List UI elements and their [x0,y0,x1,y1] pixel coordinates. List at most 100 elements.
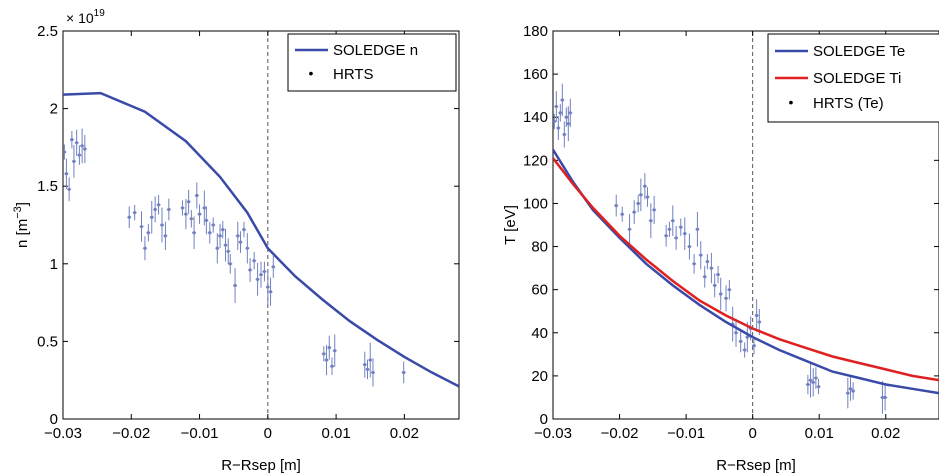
temperature-hrts-points [553,83,888,414]
density-data-point [156,195,161,215]
density-data-point [63,144,67,160]
temperature-data-point [808,362,813,398]
temperature-data-point [734,318,739,347]
density-data-point [218,223,223,248]
temperature-data-point [702,265,707,288]
density-data-point [180,200,185,216]
temperature-data-point [845,377,850,409]
density-data-point [226,238,231,265]
density-data-point [215,233,220,264]
temperature-data-point [558,104,563,122]
density-y-tick-label: 2.5 [37,23,58,40]
density-data-point [163,221,168,250]
temperature-data-point [554,91,559,122]
temperature-data-point [751,337,756,355]
temperature-data-point [692,254,697,274]
density-legend-box [287,33,457,92]
temperature-data-point [614,194,619,217]
density-data-point [82,134,87,164]
temperature-y-tick-label: 180 [523,23,548,40]
density-data-point [255,263,260,296]
temperature-data-point [568,98,573,128]
temperature-data-point [709,252,714,284]
density-data-point [248,258,253,282]
density-data-point [332,334,337,368]
density-data-point [370,358,375,387]
density-data-point [189,210,194,228]
temperature-data-point [813,367,818,389]
temperature-data-point [851,382,856,400]
density-x-tick-label: 0.02 [390,425,419,442]
temperature-data-point [712,273,717,298]
density-y-tick-label: 1.5 [37,178,58,195]
density-data-point [74,129,79,156]
temperature-data-point [742,342,747,358]
density-data-point [197,204,202,224]
density-data-point [330,357,335,375]
temperature-data-point [705,254,710,270]
temperature-x-ticks: −0.03 −0.02 −0.01 0 0.01 0.02 [534,31,900,442]
density-data-point [233,268,238,303]
temperature-data-point [811,368,816,397]
temperature-chart: −0.03 −0.02 −0.01 0 0.01 0.02 0 20 40 60 80 100 120… [502,23,939,474]
density-data-point [149,200,154,234]
density-data-point [194,182,199,209]
temperature-data-point [627,214,632,245]
density-y-tick-label: 2 [50,101,58,118]
density-data-point [211,217,216,233]
density-x-tick-label: 0.01 [322,425,351,442]
density-data-point [192,216,197,250]
density-data-point [64,158,69,189]
temperature-data-point [738,330,743,353]
temperature-y-tick-label: 40 [531,325,548,342]
temperature-y-tick-label: 160 [523,66,548,83]
temperature-data-point [754,299,759,332]
density-data-point [252,252,257,270]
temperature-legend-ti-label: SOLEDGE Ti [813,70,901,87]
temperature-data-point [716,265,721,284]
temperature-data-point [667,221,672,237]
density-y-tick-label: 0 [50,411,58,428]
density-data-point [368,342,373,378]
density-data-point [220,220,225,239]
density-data-point [207,221,212,244]
density-y-axis-label: n [m−3] [12,202,31,248]
temperature-data-point [695,211,700,247]
density-data-point [362,351,367,378]
density-legend-soledge-label: SOLEDGE n [333,42,418,59]
density-data-point [202,190,207,226]
temperature-y-ticks: 0 20 40 60 80 100 120 140 160 180 [523,23,939,428]
temperature-series-line-0 [553,148,939,395]
density-y-tick-label: 1 [50,256,58,273]
density-data-point [71,145,76,178]
density-data-point [262,261,267,282]
density-data-point [321,346,326,362]
density-legend-hrts-label: HRTS [333,66,374,83]
density-data-point [183,198,188,230]
density-data-point [69,130,74,149]
density-legend-hrts-swatch: • [309,65,314,81]
temperature-data-point [638,178,643,212]
density-data-point [235,221,240,250]
density-data-point [245,233,250,264]
temperature-data-point [562,121,567,148]
density-data-point [132,204,137,221]
temperature-series-line-1 [553,157,939,382]
density-x-axis-label: R−Rsep [m] [221,457,301,474]
temperature-data-point [645,187,650,207]
temperature-data-point [724,285,729,312]
density-data-point [228,254,233,274]
temperature-data-point [636,194,641,213]
temperature-data-point [718,277,723,311]
temperature-x-tick-label: −0.03 [534,425,572,442]
temperature-data-point [556,116,561,140]
density-data-point [127,206,132,229]
density-x-tick-label: −0.01 [181,425,219,442]
density-data-point [139,211,144,242]
temperature-data-point [642,173,647,200]
density-x-ticks: −0.03 −0.02 −0.01 0 0.01 0.02 [44,31,419,442]
temperature-data-point [648,203,653,239]
temperature-data-point [620,206,625,222]
temperature-data-point [674,225,679,250]
density-chart: −0.03 −0.02 −0.01 0 0.01 0.02 0 0.5 1 1.5 2 2.5 R−… [12,8,460,474]
